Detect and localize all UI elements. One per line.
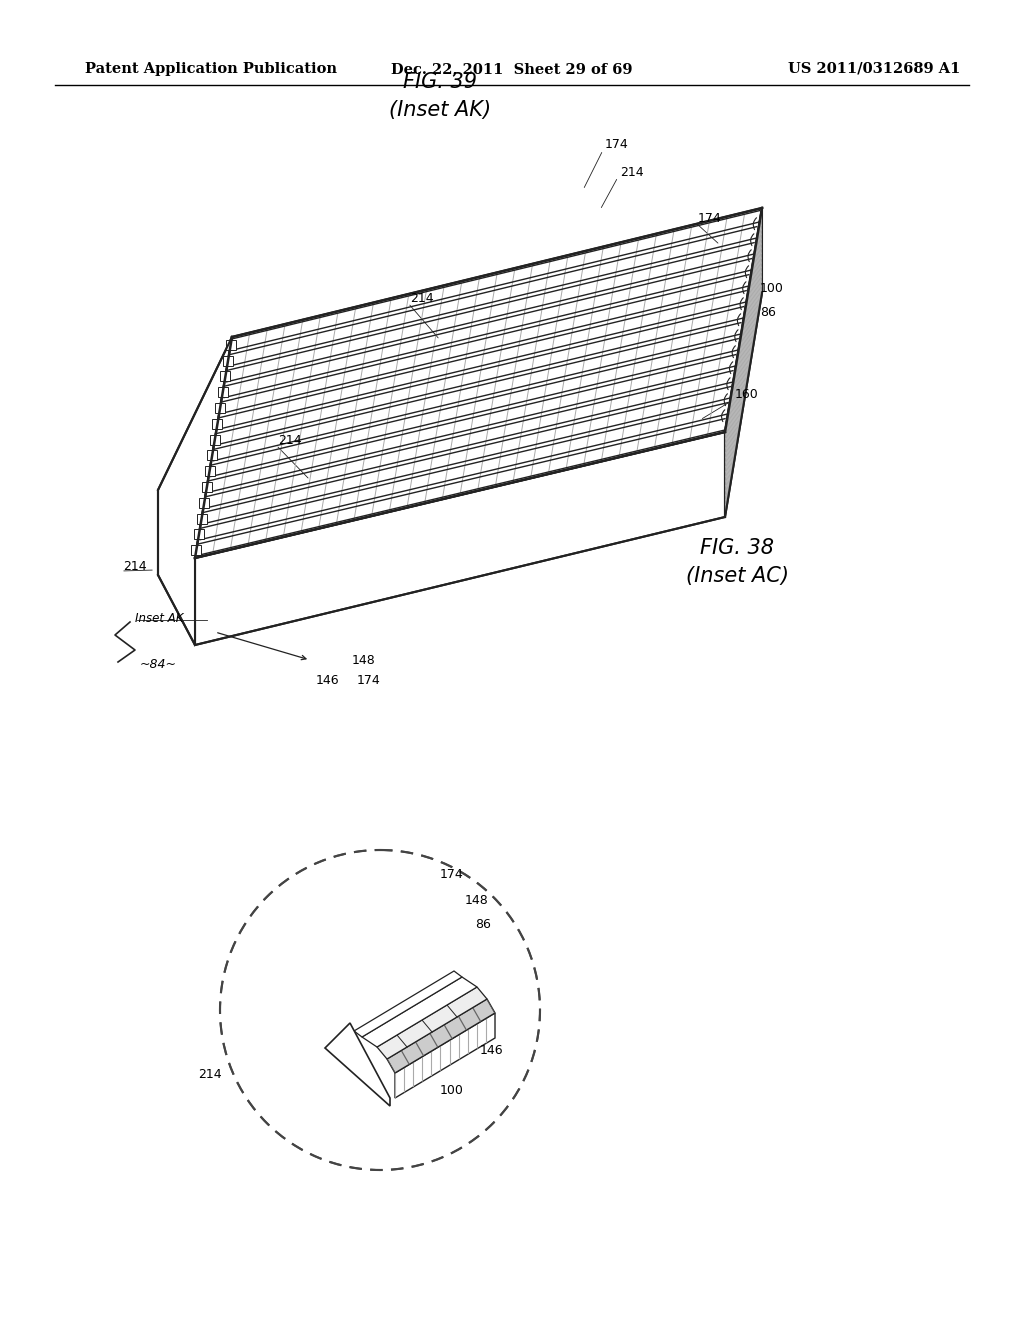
Text: 214: 214 xyxy=(410,292,433,305)
Polygon shape xyxy=(377,987,487,1059)
Text: (Inset AC): (Inset AC) xyxy=(686,566,788,586)
Text: 146: 146 xyxy=(316,673,340,686)
Text: 148: 148 xyxy=(352,653,376,667)
Polygon shape xyxy=(225,339,236,350)
Text: 100: 100 xyxy=(760,281,784,294)
Polygon shape xyxy=(200,498,209,508)
Text: 146: 146 xyxy=(480,1044,504,1056)
Polygon shape xyxy=(354,972,462,1038)
Polygon shape xyxy=(195,432,725,645)
Polygon shape xyxy=(197,513,207,524)
Polygon shape xyxy=(362,977,477,1047)
Polygon shape xyxy=(195,209,762,558)
Polygon shape xyxy=(191,545,202,556)
Text: 174: 174 xyxy=(698,211,722,224)
Polygon shape xyxy=(725,209,762,517)
Polygon shape xyxy=(223,355,233,366)
Text: 174: 174 xyxy=(605,139,629,152)
Polygon shape xyxy=(194,529,204,540)
Polygon shape xyxy=(210,434,220,445)
Polygon shape xyxy=(205,466,215,477)
Text: FIG. 39: FIG. 39 xyxy=(403,71,477,92)
Text: 100: 100 xyxy=(440,1084,464,1097)
Text: 214: 214 xyxy=(123,560,146,573)
Polygon shape xyxy=(158,337,232,645)
Polygon shape xyxy=(218,387,227,397)
Text: 214: 214 xyxy=(620,165,644,178)
Polygon shape xyxy=(387,999,495,1073)
Text: Dec. 22, 2011  Sheet 29 of 69: Dec. 22, 2011 Sheet 29 of 69 xyxy=(391,62,633,77)
Polygon shape xyxy=(215,403,225,413)
Polygon shape xyxy=(220,371,230,381)
Text: FIG. 38: FIG. 38 xyxy=(700,537,774,558)
Text: US 2011/0312689 A1: US 2011/0312689 A1 xyxy=(787,62,961,77)
Text: 214: 214 xyxy=(278,433,302,446)
Polygon shape xyxy=(395,1012,495,1098)
Text: 148: 148 xyxy=(465,894,488,907)
Text: 214: 214 xyxy=(198,1068,221,1081)
Text: (Inset AK): (Inset AK) xyxy=(389,100,492,120)
Text: 174: 174 xyxy=(440,869,464,882)
Text: 174: 174 xyxy=(357,673,381,686)
Polygon shape xyxy=(207,450,217,461)
Text: ~84~: ~84~ xyxy=(140,659,177,672)
Text: 160: 160 xyxy=(735,388,759,401)
Polygon shape xyxy=(325,1023,390,1106)
Text: Inset AK: Inset AK xyxy=(135,611,183,624)
Polygon shape xyxy=(212,418,222,429)
Polygon shape xyxy=(202,482,212,492)
Text: Patent Application Publication: Patent Application Publication xyxy=(85,62,337,77)
Text: 86: 86 xyxy=(475,919,490,932)
Text: 86: 86 xyxy=(760,305,776,318)
